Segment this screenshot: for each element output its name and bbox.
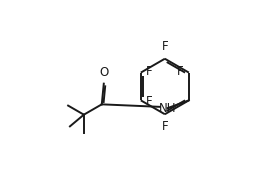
Text: NH: NH [159, 102, 176, 115]
Text: F: F [146, 65, 152, 78]
Text: F: F [162, 120, 168, 133]
Text: O: O [99, 66, 108, 79]
Text: F: F [177, 65, 184, 78]
Text: F: F [162, 40, 168, 53]
Text: F: F [146, 95, 152, 108]
